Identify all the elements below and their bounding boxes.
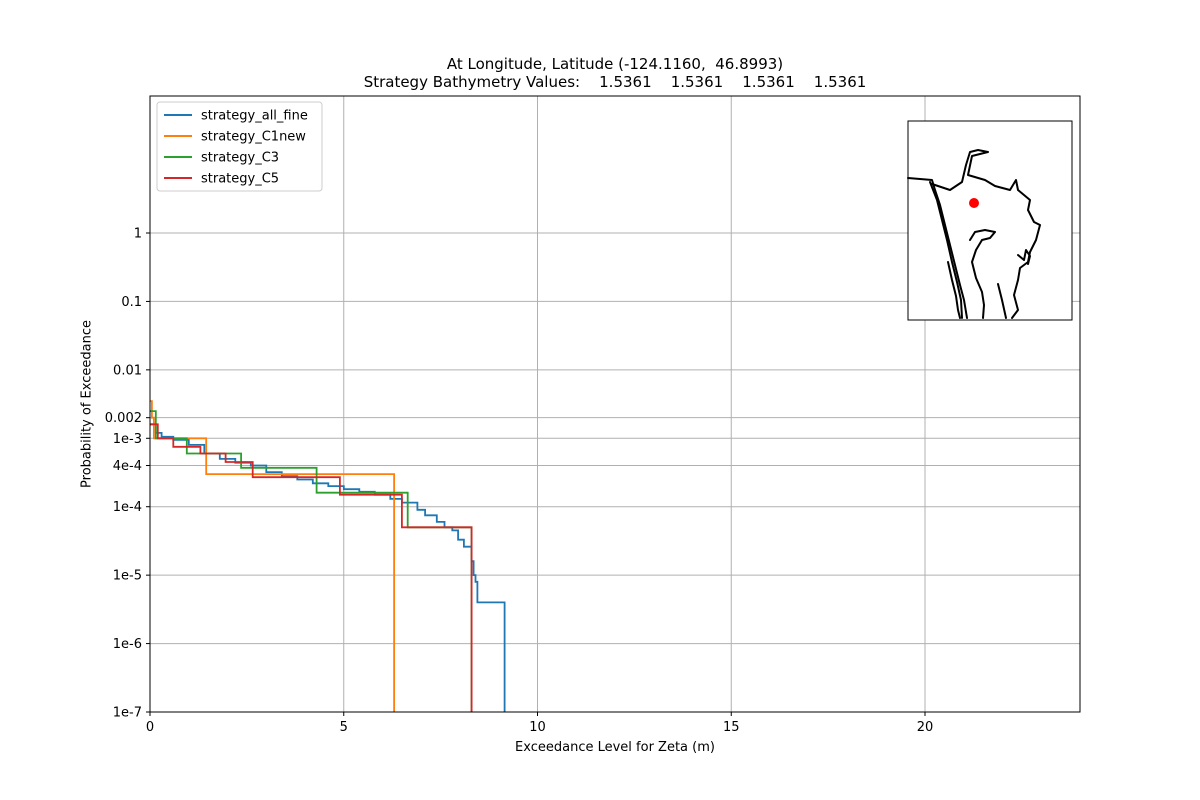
chart-title: At Longitude, Latitude (-124.1160, 46.89… [446, 55, 784, 73]
y-tick-label: 0.1 [121, 295, 142, 310]
y-tick-label: 1 [134, 227, 142, 242]
inset-map [907, 120, 1073, 321]
x-tick-label: 10 [529, 720, 546, 735]
legend-label: strategy_all_fine [201, 109, 308, 124]
legend-label: strategy_C3 [201, 151, 279, 166]
y-tick-label: 1e-3 [113, 432, 142, 447]
legend-label: strategy_C5 [201, 172, 279, 187]
chart-subtitle: Strategy Bathymetry Values: 1.5361 1.536… [363, 73, 867, 91]
plot-frame [149, 95, 1081, 713]
y-tick-label: 0.01 [113, 363, 142, 378]
coastline-inner [929, 181, 963, 319]
x-tick-label: 20 [917, 720, 934, 735]
x-tick-label: 5 [340, 720, 348, 735]
y-tick-label: 1e-6 [113, 637, 142, 652]
series-line-strategy_C1new [150, 400, 396, 712]
x-tick-label: 15 [723, 720, 740, 735]
x-axis-label: Exceedance Level for Zeta (m) [515, 740, 715, 755]
coastline-bay-north [931, 149, 1041, 319]
series-layer [150, 400, 506, 712]
y-axis-label: Probability of Exceedance [79, 320, 95, 488]
inset-map-frame [907, 120, 1073, 321]
y-tick-label: 0.002 [105, 411, 142, 426]
ticks: 0 5 10 15 20 1e-7 1e-6 1e-5 1e-4 4e-4 1e-3 0.002 0.0… [105, 227, 933, 736]
legend-label: strategy_C1new [201, 130, 306, 145]
legend: strategy_all_fine strategy_C1new strategy_… [156, 101, 323, 192]
coastline-channel [1017, 249, 1031, 265]
y-tick-label: 1e-7 [113, 706, 142, 721]
y-tick-label: 4e-4 [113, 459, 142, 474]
coastline-bay-inner [969, 229, 996, 319]
coastline-spit [997, 283, 1007, 319]
coastline-peninsula [947, 261, 961, 319]
legend-box [156, 101, 323, 192]
location-marker [969, 198, 979, 208]
series-line-strategy_C5 [150, 423, 473, 712]
y-tick-label: 1e-5 [113, 569, 142, 584]
y-tick-label: 1e-4 [113, 500, 142, 515]
x-tick-label: 0 [146, 720, 154, 735]
